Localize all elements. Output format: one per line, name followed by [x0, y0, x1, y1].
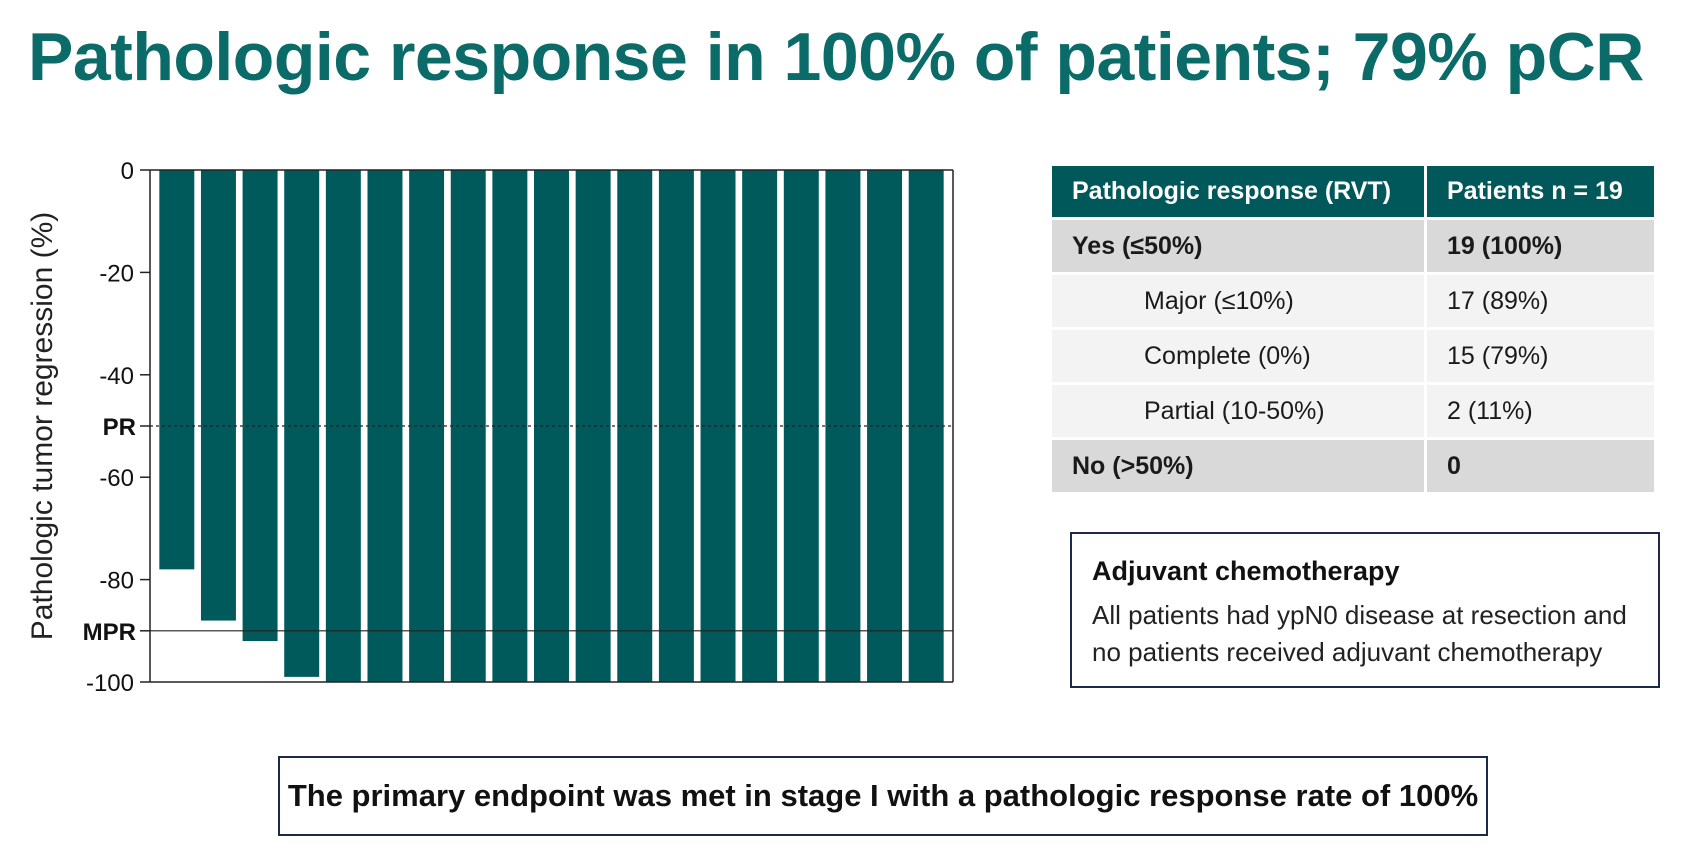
bar — [783, 170, 819, 682]
table-row-complete: Complete (0%) 15 (79%) — [1052, 330, 1654, 385]
bar — [700, 170, 736, 682]
bar — [742, 170, 778, 682]
row-value: 19 (100%) — [1427, 220, 1654, 275]
bar — [200, 170, 236, 621]
row-label: Complete (0%) — [1052, 330, 1427, 385]
reference-label: MPR — [83, 619, 136, 646]
row-label: Partial (10-50%) — [1052, 385, 1427, 440]
y-tick-label: 0 — [121, 158, 134, 185]
row-value: 17 (89%) — [1427, 275, 1654, 330]
table-row-partial: Partial (10-50%) 2 (11%) — [1052, 385, 1654, 440]
header-response-label: Pathologic response (RVT) — [1072, 177, 1392, 205]
bar — [617, 170, 653, 682]
response-table: Pathologic response (RVT) Patients n = 1… — [1052, 166, 1654, 495]
conclusion-text: The primary endpoint was met in stage I … — [287, 778, 1479, 813]
row-label: Major (≤10%) — [1052, 275, 1427, 330]
row-value: 0 — [1427, 440, 1654, 495]
bar — [658, 170, 694, 682]
table-row-no: No (>50%) 0 — [1052, 440, 1654, 495]
adjuvant-title: Adjuvant chemotherapy — [1092, 556, 1400, 586]
row-label: No (>50%) — [1052, 440, 1427, 495]
y-tick-label: -60 — [99, 465, 134, 492]
bar — [575, 170, 611, 682]
row-value: 15 (79%) — [1427, 330, 1654, 385]
conclusion-box: The primary endpoint was met in stage I … — [278, 756, 1488, 836]
y-tick-label: -40 — [99, 363, 134, 390]
row-value: 2 (11%) — [1427, 385, 1654, 440]
header-response: Pathologic response (RVT) — [1052, 166, 1427, 220]
reference-label: PR — [103, 414, 136, 441]
bar — [284, 170, 320, 677]
adjuvant-box: Adjuvant chemotherapy All patients had y… — [1070, 532, 1660, 688]
y-tick-label: -20 — [99, 260, 134, 287]
header-patients-label: Patients n = 19 — [1447, 177, 1623, 205]
bar — [159, 170, 195, 570]
bar — [242, 170, 278, 642]
axis-layer: PR MPR 0 -20 -40 -60 -80 -100 Pathologic tumor r… — [26, 158, 954, 697]
header-patients: Patients n = 19 — [1427, 166, 1654, 220]
table-row-yes: Yes (≤50%) 19 (100%) — [1052, 220, 1654, 275]
waterfall-chart: PR MPR 0 -20 -40 -60 -80 -100 Pathologic tumor r… — [26, 158, 954, 697]
row-label: Yes (≤50%) — [1052, 220, 1427, 275]
y-tick-label: -100 — [86, 670, 134, 697]
page-title: Pathologic response in 100% of patients;… — [28, 19, 1644, 95]
table-header-row: Pathologic response (RVT) Patients n = 1… — [1052, 166, 1654, 220]
adjuvant-text: All patients had ypN0 disease at resecti… — [1092, 600, 1627, 667]
table-row-major: Major (≤10%) 17 (89%) — [1052, 275, 1654, 330]
y-axis-label: Pathologic tumor regression (%) — [26, 212, 59, 641]
bar — [534, 170, 569, 682]
y-tick-label: -80 — [99, 568, 134, 595]
